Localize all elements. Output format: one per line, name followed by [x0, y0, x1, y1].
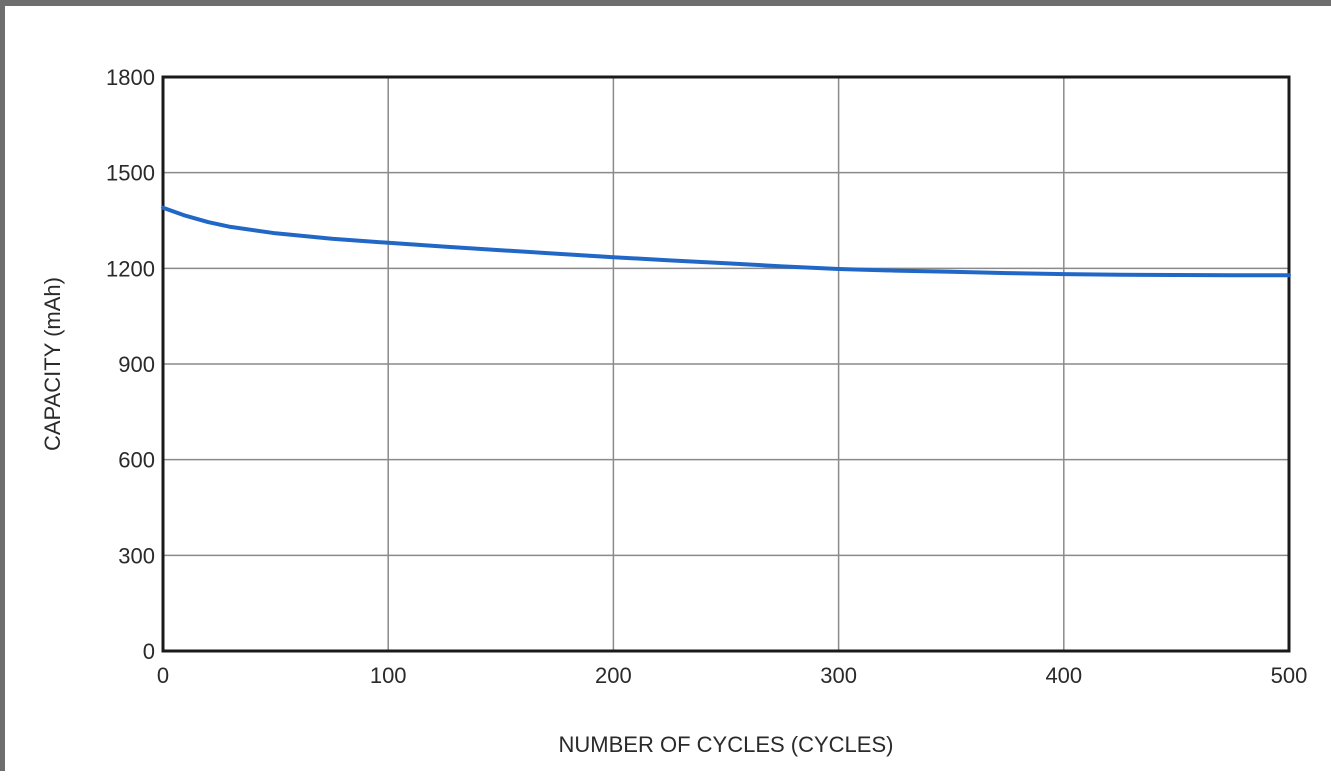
- y-tick-label: 900: [118, 352, 155, 377]
- x-tick-label: 100: [370, 663, 407, 688]
- x-tick-label: 300: [820, 663, 857, 688]
- y-tick-label: 600: [118, 448, 155, 473]
- y-axis-ticks: 0 300 600 900 1200 1500 1800: [106, 65, 155, 664]
- y-tick-label: 1500: [106, 161, 155, 186]
- x-tick-label: 200: [595, 663, 632, 688]
- y-tick-label: 0: [143, 639, 155, 664]
- y-tick-label: 1200: [106, 256, 155, 281]
- grid-lines: [162, 76, 1290, 652]
- x-axis-ticks: 0 100 200 300 400 500: [157, 663, 1307, 688]
- x-tick-label: 0: [157, 663, 169, 688]
- series-line: [161, 205, 1291, 278]
- y-tick-label: 1800: [106, 65, 155, 90]
- plot-area-border: [161, 75, 1291, 653]
- y-tick-label: 300: [118, 543, 155, 568]
- x-tick-label: 500: [1271, 663, 1308, 688]
- y-axis-title: CAPACITY (mAh): [40, 277, 65, 451]
- x-axis-title: NUMBER OF CYCLES (CYCLES): [559, 732, 894, 757]
- x-tick-label: 400: [1045, 663, 1082, 688]
